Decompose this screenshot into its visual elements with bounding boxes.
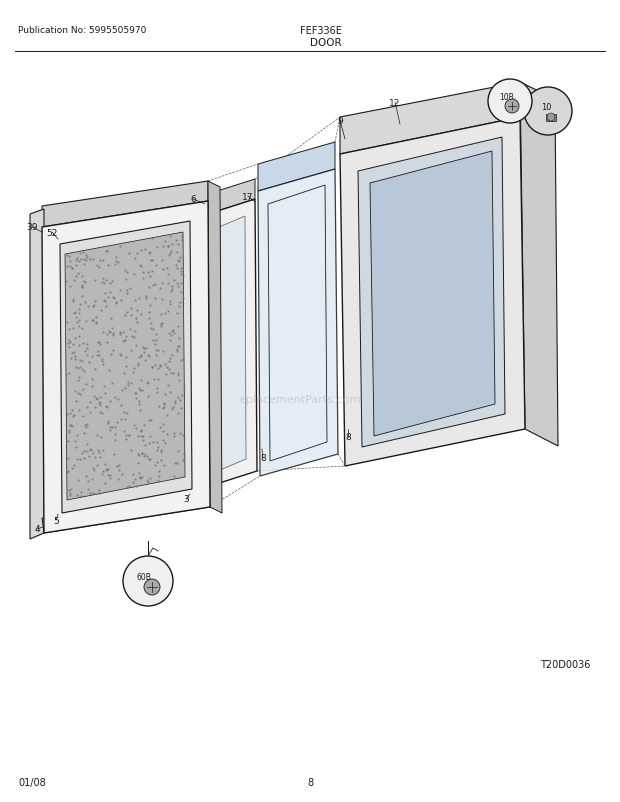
Text: 9: 9 bbox=[337, 116, 343, 125]
Text: Publication No: 5995505970: Publication No: 5995505970 bbox=[18, 26, 146, 35]
Polygon shape bbox=[340, 118, 525, 467]
Polygon shape bbox=[30, 210, 44, 539]
Text: 8: 8 bbox=[260, 454, 266, 463]
Text: 01/08: 01/08 bbox=[18, 777, 46, 787]
Text: 52: 52 bbox=[46, 229, 58, 237]
Polygon shape bbox=[65, 233, 185, 500]
Text: 10: 10 bbox=[541, 103, 551, 111]
Polygon shape bbox=[520, 83, 558, 447]
Polygon shape bbox=[208, 200, 257, 486]
Text: FEF336E: FEF336E bbox=[300, 26, 342, 36]
Text: T20D0036: T20D0036 bbox=[539, 659, 590, 669]
Polygon shape bbox=[60, 221, 192, 513]
Polygon shape bbox=[340, 83, 520, 155]
Polygon shape bbox=[370, 152, 495, 436]
Polygon shape bbox=[42, 202, 210, 533]
Circle shape bbox=[488, 80, 532, 124]
Text: 8: 8 bbox=[345, 433, 351, 442]
Text: 60B: 60B bbox=[136, 573, 151, 581]
Polygon shape bbox=[358, 138, 505, 448]
Text: eplacementParts.com: eplacementParts.com bbox=[239, 395, 361, 404]
Circle shape bbox=[547, 114, 555, 122]
Polygon shape bbox=[208, 182, 222, 513]
Text: 17: 17 bbox=[242, 192, 254, 201]
Polygon shape bbox=[258, 170, 338, 476]
Text: 39: 39 bbox=[26, 223, 38, 233]
Text: 10B: 10B bbox=[500, 92, 515, 101]
Text: 4: 4 bbox=[34, 525, 40, 534]
Circle shape bbox=[524, 88, 572, 136]
Text: 12: 12 bbox=[389, 99, 401, 107]
Polygon shape bbox=[219, 217, 246, 471]
Polygon shape bbox=[42, 493, 210, 533]
Text: DOOR: DOOR bbox=[310, 38, 342, 48]
Text: 5: 5 bbox=[53, 516, 59, 525]
Polygon shape bbox=[258, 143, 335, 192]
Text: 6: 6 bbox=[190, 195, 196, 205]
Text: 3: 3 bbox=[183, 495, 189, 504]
Polygon shape bbox=[208, 180, 255, 215]
Text: 8: 8 bbox=[307, 777, 313, 787]
Polygon shape bbox=[546, 115, 556, 122]
Polygon shape bbox=[42, 182, 208, 228]
Circle shape bbox=[144, 579, 160, 595]
Circle shape bbox=[505, 100, 519, 114]
Circle shape bbox=[123, 557, 173, 606]
